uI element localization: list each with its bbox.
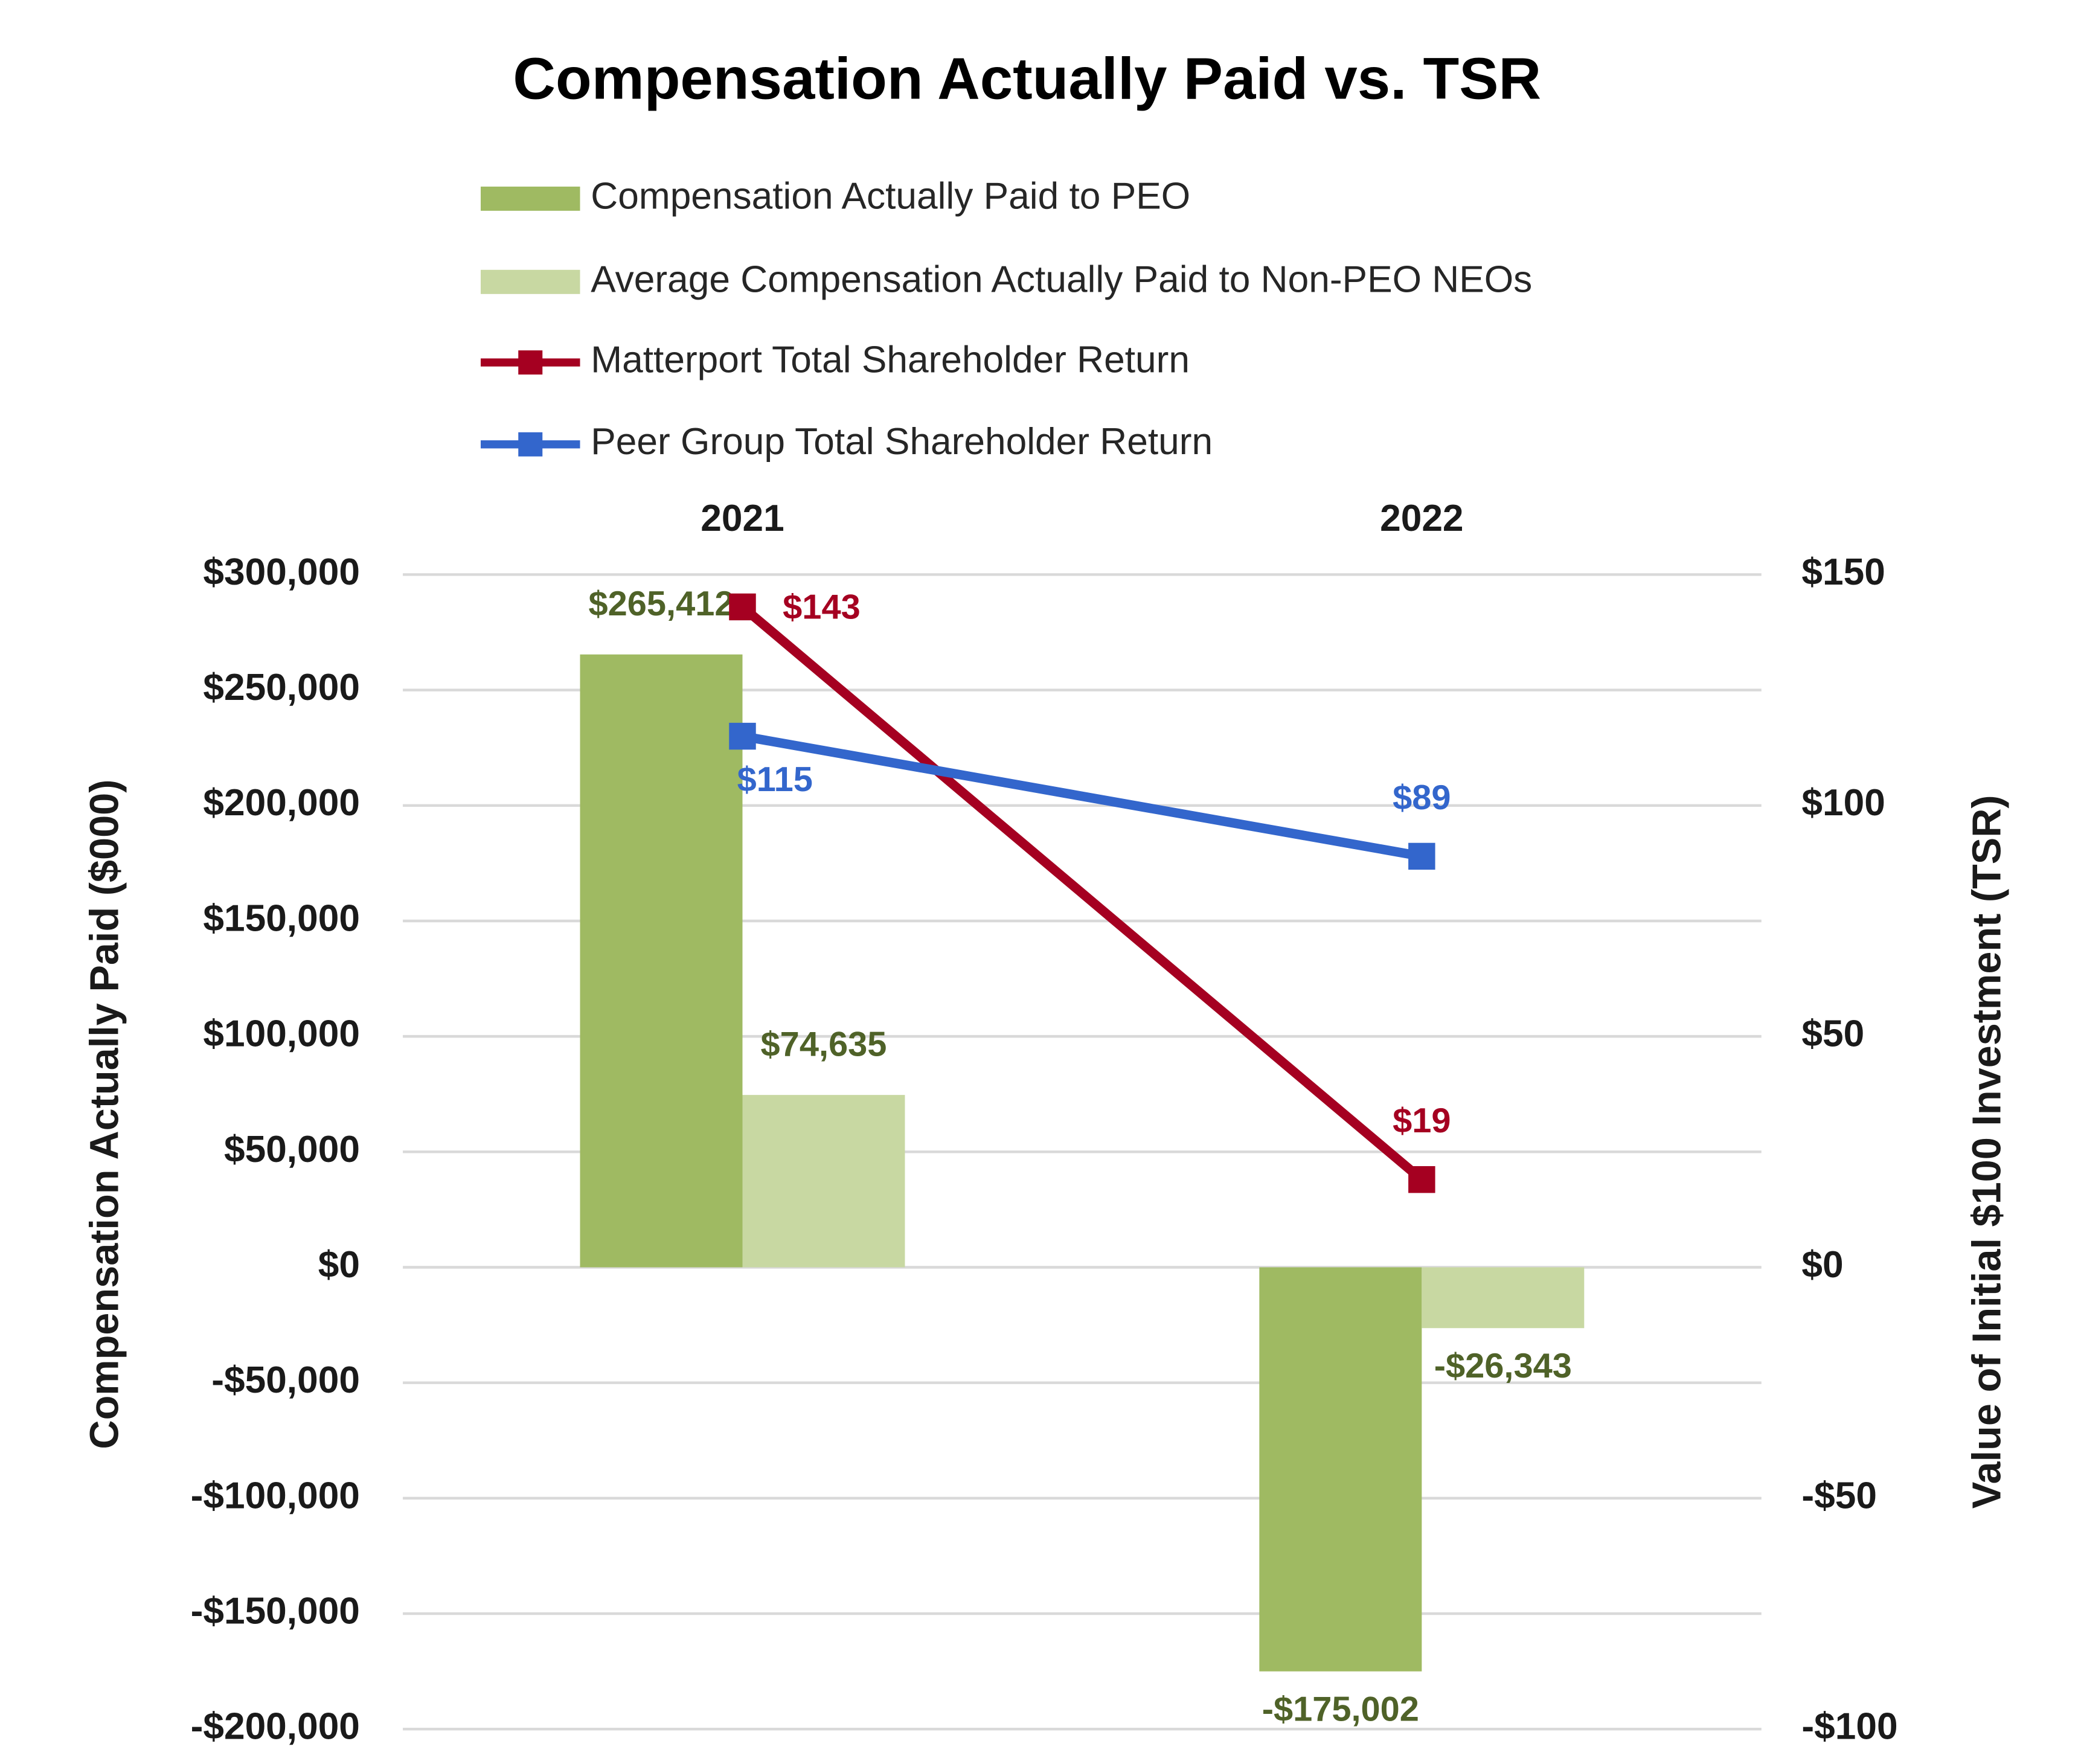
bar-value-label: -$26,343 bbox=[1434, 1347, 1572, 1385]
legend-label: Average Compensation Actually Paid to No… bbox=[591, 258, 1532, 300]
y-tick-label: $150,000 bbox=[203, 897, 360, 939]
line bbox=[742, 731, 1423, 861]
y2-tick-label: $50 bbox=[1801, 1013, 1864, 1055]
y-axis-title: Compensation Actually Paid ($000) bbox=[83, 780, 127, 1449]
y2-tick-label: $0 bbox=[1801, 1244, 1843, 1286]
bar bbox=[1422, 1267, 1585, 1329]
legend-label: Matterport Total Shareholder Return bbox=[591, 339, 1190, 381]
bar-value-label: $265,412 bbox=[589, 585, 734, 623]
y-tick-label: $250,000 bbox=[203, 667, 360, 708]
chart-title: Compensation Actually Paid vs. TSR bbox=[513, 45, 1541, 112]
line-value-label: $143 bbox=[783, 588, 861, 627]
legend-marker bbox=[518, 350, 543, 375]
y-tick-label: -$100,000 bbox=[191, 1475, 360, 1516]
y-tick-label: $200,000 bbox=[203, 782, 360, 824]
y-tick-label: $300,000 bbox=[203, 551, 360, 593]
legend-marker bbox=[518, 432, 543, 457]
y-tick-label: -$200,000 bbox=[191, 1706, 360, 1748]
y-tick-label: $50,000 bbox=[224, 1129, 360, 1170]
y-tick-label: $0 bbox=[318, 1244, 360, 1286]
line-marker bbox=[1408, 842, 1435, 870]
legend-swatch bbox=[481, 269, 580, 294]
y2-tick-label: -$100 bbox=[1801, 1706, 1897, 1748]
line-marker bbox=[729, 593, 756, 621]
legend-swatch bbox=[481, 186, 580, 211]
bar bbox=[580, 654, 743, 1268]
legend-label: Peer Group Total Shareholder Return bbox=[591, 421, 1213, 463]
y2-tick-label: -$50 bbox=[1801, 1475, 1877, 1516]
line-value-label: $115 bbox=[737, 760, 813, 799]
y-tick-label: -$150,000 bbox=[191, 1590, 360, 1632]
line bbox=[739, 603, 1425, 1184]
bar-value-label: -$175,002 bbox=[1262, 1690, 1419, 1729]
legend-label: Compensation Actually Paid to PEO bbox=[591, 175, 1190, 217]
y2-tick-label: $150 bbox=[1801, 551, 1885, 593]
x-tick-label: 2021 bbox=[701, 498, 784, 539]
line-marker bbox=[729, 722, 756, 750]
line-marker bbox=[1408, 1166, 1435, 1193]
line-value-label: $89 bbox=[1393, 778, 1451, 817]
y2-tick-label: $100 bbox=[1801, 782, 1885, 824]
bar bbox=[742, 1095, 905, 1268]
y2-axis-title: Value of Initial $100 Investment (TSR) bbox=[1964, 795, 2009, 1509]
y-tick-label: $100,000 bbox=[203, 1013, 360, 1055]
line-value-label: $19 bbox=[1393, 1102, 1451, 1140]
bar bbox=[1259, 1267, 1422, 1672]
bar-value-label: $74,635 bbox=[761, 1025, 887, 1063]
x-tick-label: 2022 bbox=[1380, 498, 1463, 539]
y-tick-label: -$50,000 bbox=[211, 1359, 360, 1401]
